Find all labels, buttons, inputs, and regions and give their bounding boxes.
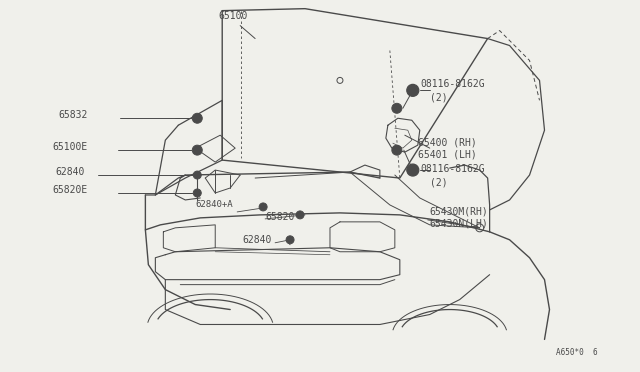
Text: 65820E: 65820E bbox=[52, 185, 88, 195]
Circle shape bbox=[407, 164, 419, 176]
Text: 65430M(RH): 65430M(RH) bbox=[430, 207, 488, 217]
Text: 65401 (LH): 65401 (LH) bbox=[418, 149, 477, 159]
Circle shape bbox=[288, 238, 292, 241]
Circle shape bbox=[261, 205, 265, 209]
Text: 65832: 65832 bbox=[59, 110, 88, 120]
Text: 65820: 65820 bbox=[265, 212, 294, 222]
Circle shape bbox=[392, 145, 402, 155]
Circle shape bbox=[195, 191, 199, 195]
Text: (2): (2) bbox=[430, 177, 447, 187]
Text: B: B bbox=[410, 166, 415, 174]
Text: B: B bbox=[410, 86, 415, 95]
Text: 65430N(LH): 65430N(LH) bbox=[430, 219, 488, 229]
Text: 62840: 62840 bbox=[242, 235, 271, 245]
Circle shape bbox=[192, 113, 202, 123]
Circle shape bbox=[195, 173, 199, 177]
Text: 62840: 62840 bbox=[56, 167, 85, 177]
Circle shape bbox=[392, 103, 402, 113]
Text: 65400 (RH): 65400 (RH) bbox=[418, 137, 477, 147]
Circle shape bbox=[259, 203, 267, 211]
Text: (2): (2) bbox=[430, 92, 447, 102]
Circle shape bbox=[407, 84, 419, 96]
Circle shape bbox=[296, 211, 304, 219]
Circle shape bbox=[298, 213, 302, 217]
Text: 65100E: 65100E bbox=[52, 142, 88, 152]
Text: A650*0  6: A650*0 6 bbox=[556, 348, 597, 357]
Text: 65100: 65100 bbox=[218, 11, 248, 20]
Text: 08116-8162G: 08116-8162G bbox=[420, 79, 485, 89]
Text: 62840+A: 62840+A bbox=[195, 200, 233, 209]
Circle shape bbox=[286, 236, 294, 244]
Text: 08116-8162G: 08116-8162G bbox=[420, 164, 485, 174]
Circle shape bbox=[193, 171, 201, 179]
Circle shape bbox=[192, 145, 202, 155]
Circle shape bbox=[195, 116, 200, 121]
Circle shape bbox=[193, 189, 201, 197]
